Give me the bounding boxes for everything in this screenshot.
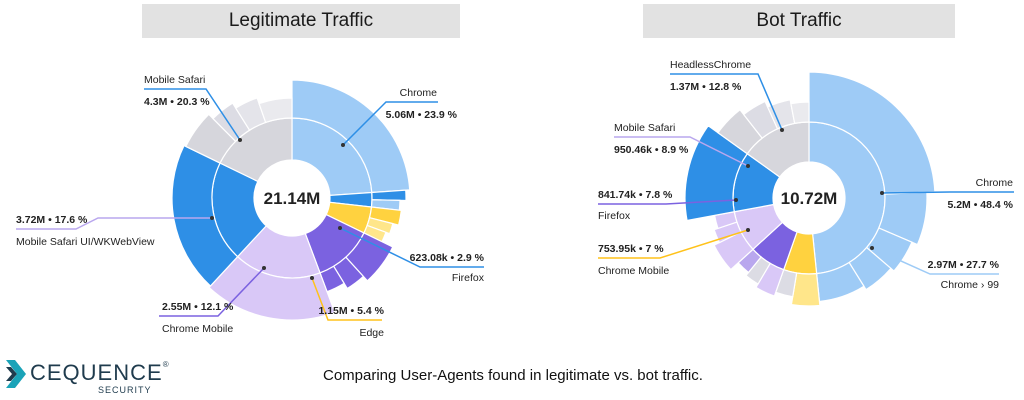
label-bot-mobile-safari-name: Mobile Safari [614,122,675,134]
label-bot-chrome-value: 5.2M • 48.4 % [947,199,1013,211]
label-chrome-mobile-value: 2.55M • 12.1 % [162,301,234,313]
registered-mark: ® [162,360,170,369]
label-bot-chrome-mobile-value: 753.95k • 7 % [598,243,664,255]
cequence-logo-subtitle: SECURITY [98,385,152,395]
bot-leader-lines [598,73,1014,275]
bot-sunburst [684,71,936,307]
bot-total: 10.72M [781,189,838,208]
label-wkwebview-name: Mobile Safari UI/WKWebView [16,236,155,248]
label-firefox-name: Firefox [452,272,485,284]
logo-text: CEQUENCE [30,360,163,385]
label-chrome-mobile-name: Chrome Mobile [162,323,233,335]
bot-leader-dots [734,128,884,250]
slice-other-sub-3 [790,101,810,125]
cequence-logo: CEQUENCE® [30,360,170,386]
label-headless-chrome-value: 1.37M • 12.8 % [670,81,742,93]
legitimate-leader-dots [210,138,345,280]
label-edge-value: 1.15M • 5.4 % [318,305,384,317]
label-firefox-value: 623.08k • 2.9 % [410,252,485,264]
label-chrome-name: Chrome [400,87,438,99]
label-bot-mobile-safari-value: 950.46k • 8.9 % [614,144,689,156]
figure-caption: Comparing User-Agents found in legitimat… [323,367,703,384]
slice-mobile-safari-sub-0 [171,144,239,287]
label-mobile-safari-value: 4.3M • 20.3 % [144,96,210,108]
slice-firefox-sub-0 [371,189,407,202]
label-bot-chrome-mobile-name: Chrome Mobile [598,265,669,277]
label-chrome-value: 5.06M • 23.9 % [386,109,458,121]
legitimate-sunburst [171,79,411,321]
label-bot-firefox-name: Firefox [598,210,631,222]
label-edge-name: Edge [359,327,384,339]
legitimate-total: 21.14M [264,189,321,208]
label-headless-chrome-name: HeadlessChrome [670,59,751,71]
footer: CEQUENCE® SECURITY Comparing User-Agents… [0,352,1024,400]
sunburst-charts: 21.14M 10.72M Mobile Safari 4.3M • 20.3 … [16,59,1014,339]
label-mobile-safari-name: Mobile Safari [144,74,205,86]
slice-chrome-sub-0 [808,71,936,195]
slice-headlesschrome-sub-0 [684,124,749,222]
label-bot-firefox-value: 841.74k • 7.8 % [598,189,673,201]
cequence-logo-icon [6,360,26,388]
label-bot-chrome-name: Chrome [976,177,1014,189]
slice-other-sub-3 [258,97,293,124]
slice-mobile-safari-ui-wkwebview-sub-0 [208,255,336,321]
bot-chart-title: Bot Traffic [643,4,955,38]
label-chrome-99-value: 2.97M • 27.7 % [928,259,1000,271]
legitimate-leader-lines [16,88,484,321]
label-wkwebview-value: 3.72M • 17.6 % [16,214,88,226]
label-chrome-99-name: Chrome › 99 [941,279,1000,291]
legitimate-chart-title: Legitimate Traffic [142,4,460,38]
